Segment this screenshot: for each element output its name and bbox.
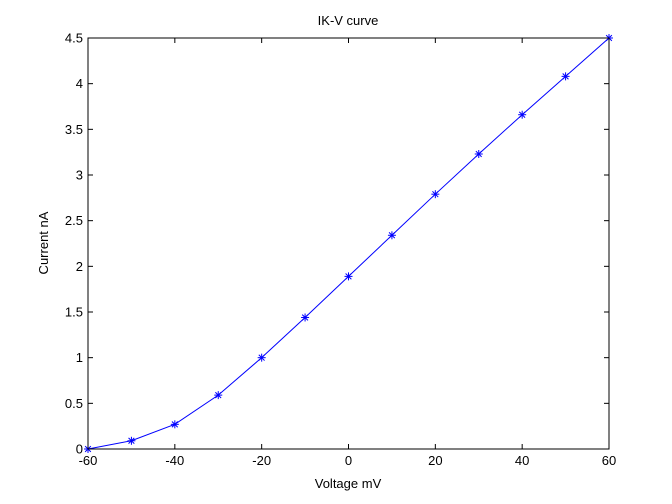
x-tick-label: -20 (252, 453, 271, 468)
data-point (170, 420, 179, 429)
y-ticks: 0 0.5 1 1.5 2 2.5 3 3.5 4 4.5 (65, 31, 609, 457)
data-point (387, 231, 396, 240)
y-tick-label: 2 (76, 259, 83, 274)
data-point (518, 110, 527, 119)
y-tick-label: 1.5 (65, 305, 83, 320)
x-ticks: -60 -40 -20 0 20 40 60 (79, 38, 616, 468)
data-point (474, 149, 483, 158)
x-tick-label: -60 (79, 453, 98, 468)
y-tick-label: 1 (76, 350, 83, 365)
chart-title: IK-V curve (318, 13, 379, 28)
y-tick-label: 4 (76, 76, 83, 91)
y-tick-label: 3.5 (65, 122, 83, 137)
plot-area (87, 37, 610, 450)
y-tick-label: 3 (76, 168, 83, 183)
data-point (257, 353, 266, 362)
series-layer (84, 34, 613, 453)
y-axis-label: Current nA (36, 211, 51, 274)
x-tick-label: 40 (515, 453, 529, 468)
y-tick-label: 0.5 (65, 396, 83, 411)
y-tick-label: 2.5 (65, 213, 83, 228)
y-tick-label: 4.5 (65, 31, 83, 46)
x-tick-label: 0 (345, 453, 352, 468)
data-point (214, 391, 223, 400)
data-point (127, 436, 136, 445)
data-point (301, 313, 310, 322)
x-axis-label: Voltage mV (315, 476, 382, 491)
x-tick-label: -40 (165, 453, 184, 468)
data-point (344, 272, 353, 281)
data-point (431, 190, 440, 199)
y-tick-label: 0 (76, 442, 83, 457)
data-point (561, 72, 570, 81)
x-tick-label: 60 (602, 453, 616, 468)
x-tick-label: 20 (428, 453, 442, 468)
